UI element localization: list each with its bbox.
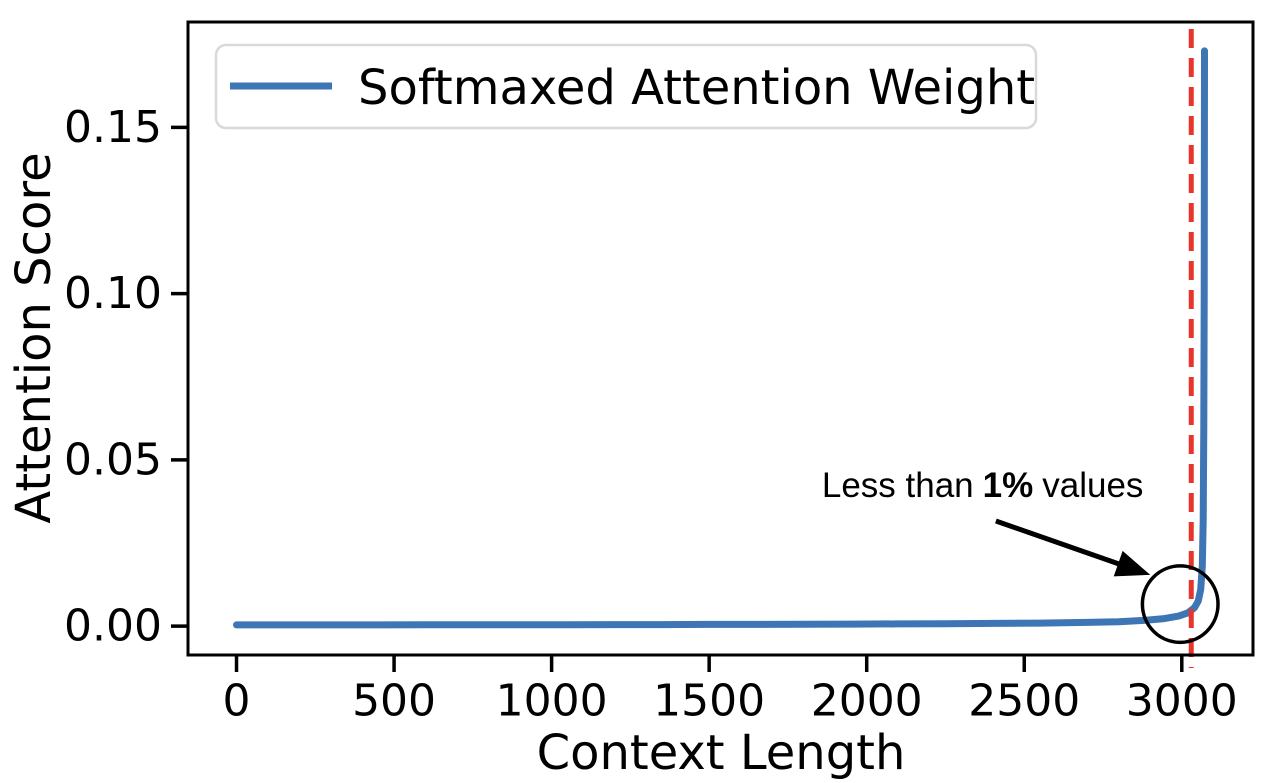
legend-label: Softmaxed Attention Weight — [358, 60, 1035, 116]
attention-weight-line — [233, 47, 1208, 629]
x-tick-label: 1000 — [496, 676, 608, 727]
y-tick-label: 0.15 — [64, 102, 162, 153]
series-layer — [233, 29, 1208, 668]
ticks-layer: 0 500 1000 1500 2000 2500 3000 0.00 0.05 0.10 0.15 — [64, 102, 1238, 727]
y-tick-label: 0.00 — [64, 601, 162, 652]
x-tick-label: 0 — [223, 676, 251, 727]
x-tick-label: 500 — [352, 676, 436, 727]
y-tick-label: 0.10 — [64, 268, 162, 319]
legend: Softmaxed Attention Weight — [214, 43, 1038, 130]
x-tick-label: 3000 — [1126, 676, 1238, 727]
annotation-arrowhead — [1113, 550, 1151, 577]
x-tick-label: 2000 — [811, 676, 923, 727]
x-tick-label: 1500 — [653, 676, 765, 727]
annotation-text-bold: 1% — [983, 466, 1034, 505]
y-tick-label: 0.05 — [64, 434, 162, 485]
annotation-text: Less than 1% values — [822, 466, 1144, 505]
annotation-text-after: values — [1042, 466, 1143, 505]
plot-border — [186, 20, 1255, 657]
highlight-circle — [1140, 564, 1220, 645]
y-axis-label: Attention Score — [6, 152, 62, 523]
annotation-arrow-line — [995, 518, 1129, 570]
legend-box — [214, 43, 1038, 130]
x-axis-label: Context Length — [537, 725, 906, 781]
x-tick-label: 2500 — [968, 676, 1080, 727]
annotation-text-before: Less than — [822, 466, 974, 505]
